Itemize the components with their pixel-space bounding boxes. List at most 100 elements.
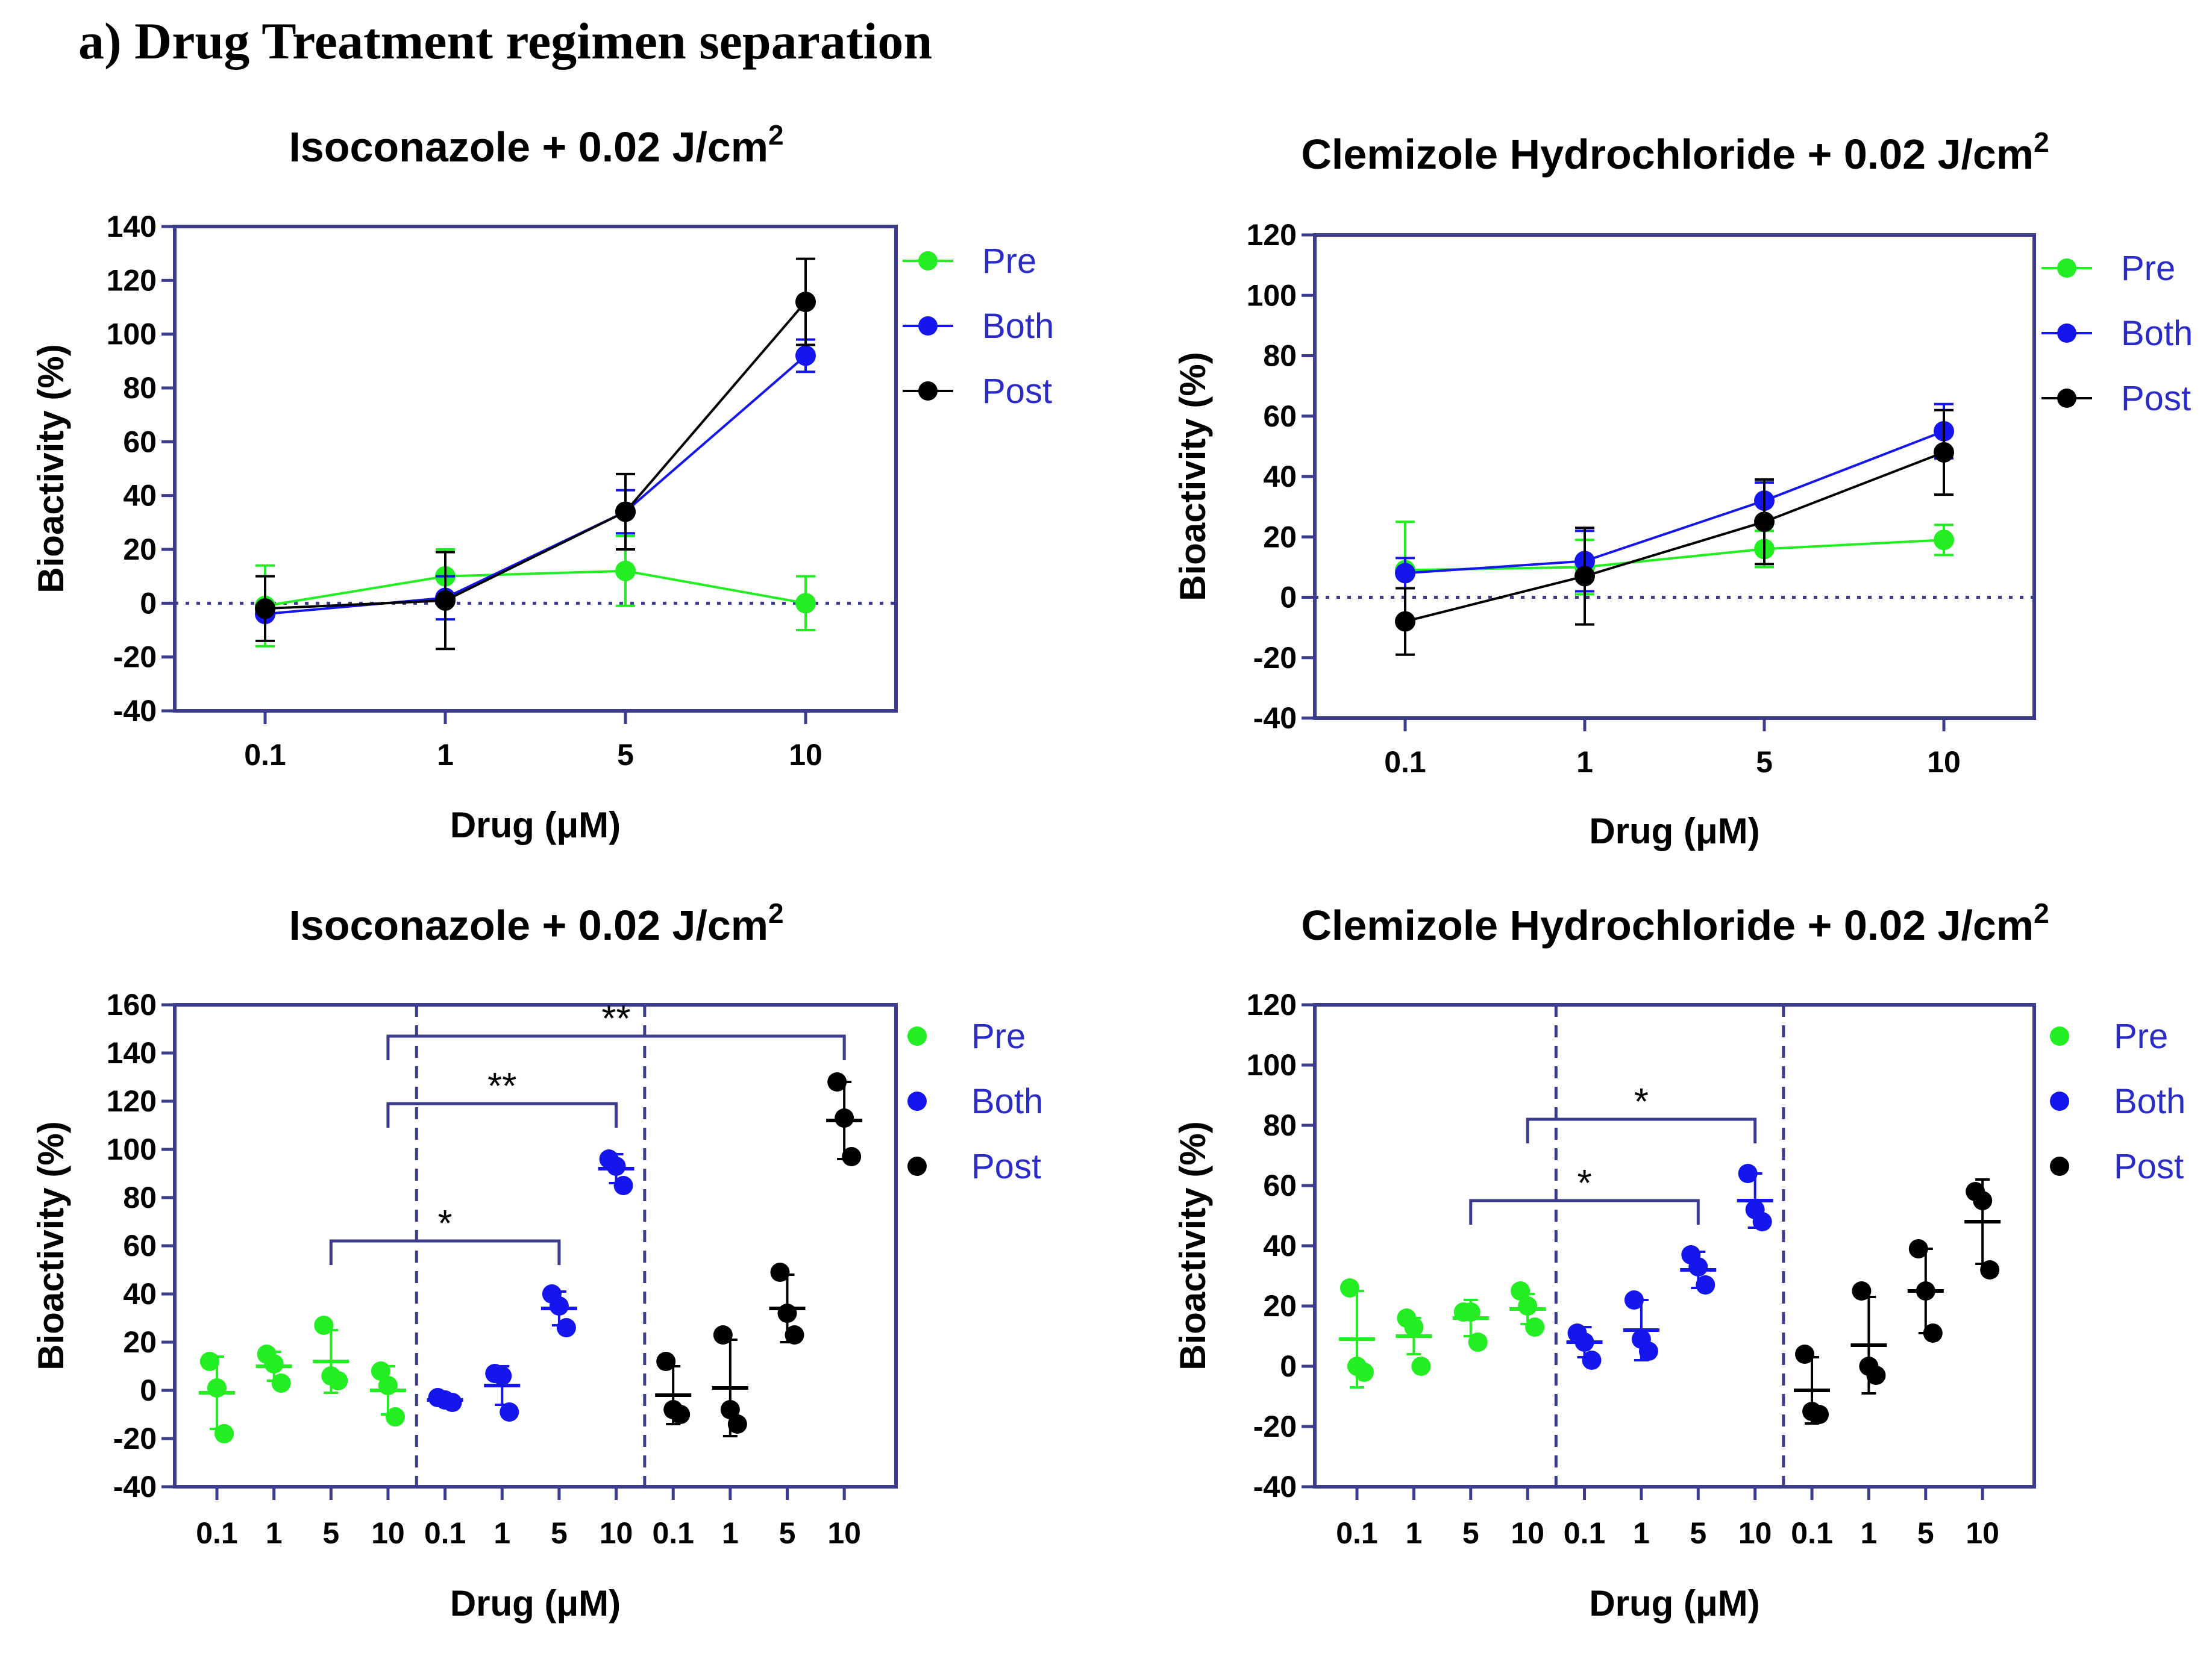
data-point — [442, 1393, 462, 1412]
y-tick-label: 120 — [107, 1084, 157, 1118]
legend-entry-post: Post — [907, 1147, 1041, 1186]
x-axis-label: Drug (μM) — [1589, 811, 1759, 851]
data-point — [671, 1405, 691, 1424]
legend-entry-pre: Pre — [903, 242, 1036, 281]
legend-marker — [2050, 1157, 2069, 1176]
x-tick-label: 5 — [1917, 1516, 1934, 1550]
data-point — [1468, 1333, 1488, 1352]
legend-entry-post: Post — [903, 372, 1052, 411]
legend-entry-both: Both — [903, 307, 1054, 346]
x-tick-label: 10 — [1511, 1516, 1544, 1550]
y-tick-label: 80 — [123, 1181, 157, 1214]
y-tick-label: -20 — [113, 640, 157, 674]
data-point — [1923, 1323, 1943, 1343]
x-tick-label: 0.1 — [652, 1516, 694, 1550]
legend-marker — [2057, 258, 2076, 278]
legend-label: Both — [982, 307, 1054, 346]
x-tick-label: 0.1 — [1384, 745, 1426, 779]
legend-label: Pre — [2121, 249, 2175, 288]
y-tick-label: 120 — [1247, 988, 1297, 1022]
data-point — [378, 1376, 398, 1395]
y-tick-label: 40 — [123, 479, 157, 513]
x-tick-label: 1 — [493, 1516, 510, 1550]
y-tick-label: 100 — [107, 317, 157, 351]
data-point — [500, 1402, 519, 1422]
x-tick-label: 10 — [600, 1516, 633, 1550]
data-point — [1518, 1296, 1538, 1316]
data-point — [1934, 442, 1954, 463]
y-tick-label: -20 — [113, 1422, 157, 1455]
data-point — [835, 1108, 854, 1128]
chart-title-superscript: 2 — [768, 898, 784, 929]
data-point — [1582, 1351, 1602, 1370]
bracket-line — [329, 1239, 561, 1265]
legend-marker — [918, 316, 938, 336]
series-both — [255, 338, 816, 625]
bracket-line — [1526, 1117, 1757, 1143]
y-tick-label: 0 — [140, 1373, 157, 1407]
chart-title-text: Isoconazole + 0.02 J/cm — [289, 902, 768, 949]
series-post — [255, 257, 816, 651]
group-post — [655, 1072, 863, 1437]
legend-label: Pre — [971, 1017, 1026, 1056]
data-point — [1738, 1164, 1758, 1183]
y-tick-label: 20 — [123, 533, 157, 566]
data-point — [827, 1072, 847, 1092]
group-pre — [1339, 1278, 1546, 1389]
significance-bracket: * — [1469, 1163, 1700, 1225]
data-point — [264, 1354, 284, 1373]
y-tick-label: 40 — [1263, 1229, 1297, 1263]
x-tick-label: 0.1 — [1791, 1516, 1833, 1550]
x-tick-label: 1 — [1861, 1516, 1878, 1550]
data-point — [1866, 1366, 1886, 1385]
legend-label: Post — [982, 372, 1052, 411]
group-post — [1794, 1178, 2001, 1425]
x-tick-label: 10 — [1966, 1516, 1999, 1550]
data-point — [435, 590, 456, 611]
data-point — [1688, 1257, 1708, 1276]
data-point — [1852, 1281, 1872, 1301]
data-point — [385, 1407, 405, 1426]
chart-title: Isoconazole + 0.02 J/cm2 — [289, 119, 783, 170]
y-tick-label: -20 — [1253, 1410, 1297, 1443]
data-point — [1395, 611, 1415, 632]
y-tick-label: 80 — [1263, 1108, 1297, 1142]
y-tick-label: 0 — [140, 586, 157, 620]
data-point — [770, 1263, 790, 1282]
legend-label: Post — [2121, 379, 2191, 418]
legend-marker — [907, 1157, 927, 1176]
y-tick-label: 0 — [1280, 1349, 1297, 1383]
x-tick-label: 1 — [1633, 1516, 1650, 1550]
data-point — [1574, 1333, 1594, 1352]
series-line — [1405, 451, 1944, 623]
significance-label: * — [438, 1203, 453, 1245]
x-tick-label: 0.1 — [1564, 1516, 1606, 1550]
data-point — [492, 1366, 512, 1386]
x-axis-label: Drug (μM) — [450, 1583, 621, 1623]
series-line — [265, 569, 806, 607]
group-both — [1566, 1164, 1773, 1370]
group-both — [427, 1149, 634, 1422]
y-tick-label: 140 — [107, 210, 157, 243]
series-both — [1395, 402, 1954, 593]
y-axis-label: Bioactivity (%) — [31, 1121, 71, 1370]
data-point — [656, 1352, 676, 1371]
data-point — [720, 1400, 740, 1419]
significance-label: ** — [487, 1066, 516, 1107]
chart-panel-3: Isoconazole + 0.02 J/cm2 -40 -20 0 20 40 60 80 1… — [31, 898, 1043, 1623]
data-point — [727, 1414, 747, 1434]
legend-entry-both: Both — [907, 1082, 1043, 1121]
data-point — [1624, 1290, 1644, 1310]
data-point — [795, 292, 816, 313]
x-tick-label: 5 — [617, 738, 634, 772]
data-point — [1355, 1363, 1374, 1382]
x-tick-label: 5 — [551, 1516, 568, 1550]
y-tick-label: 60 — [1263, 399, 1297, 433]
series-line — [265, 301, 807, 610]
y-tick-label: 80 — [1263, 339, 1297, 373]
data-point — [1809, 1405, 1829, 1424]
y-tick-label: 100 — [107, 1133, 157, 1166]
legend-label: Both — [2114, 1082, 2185, 1121]
x-tick-label: 1 — [437, 738, 454, 772]
legend-marker — [2057, 323, 2076, 343]
